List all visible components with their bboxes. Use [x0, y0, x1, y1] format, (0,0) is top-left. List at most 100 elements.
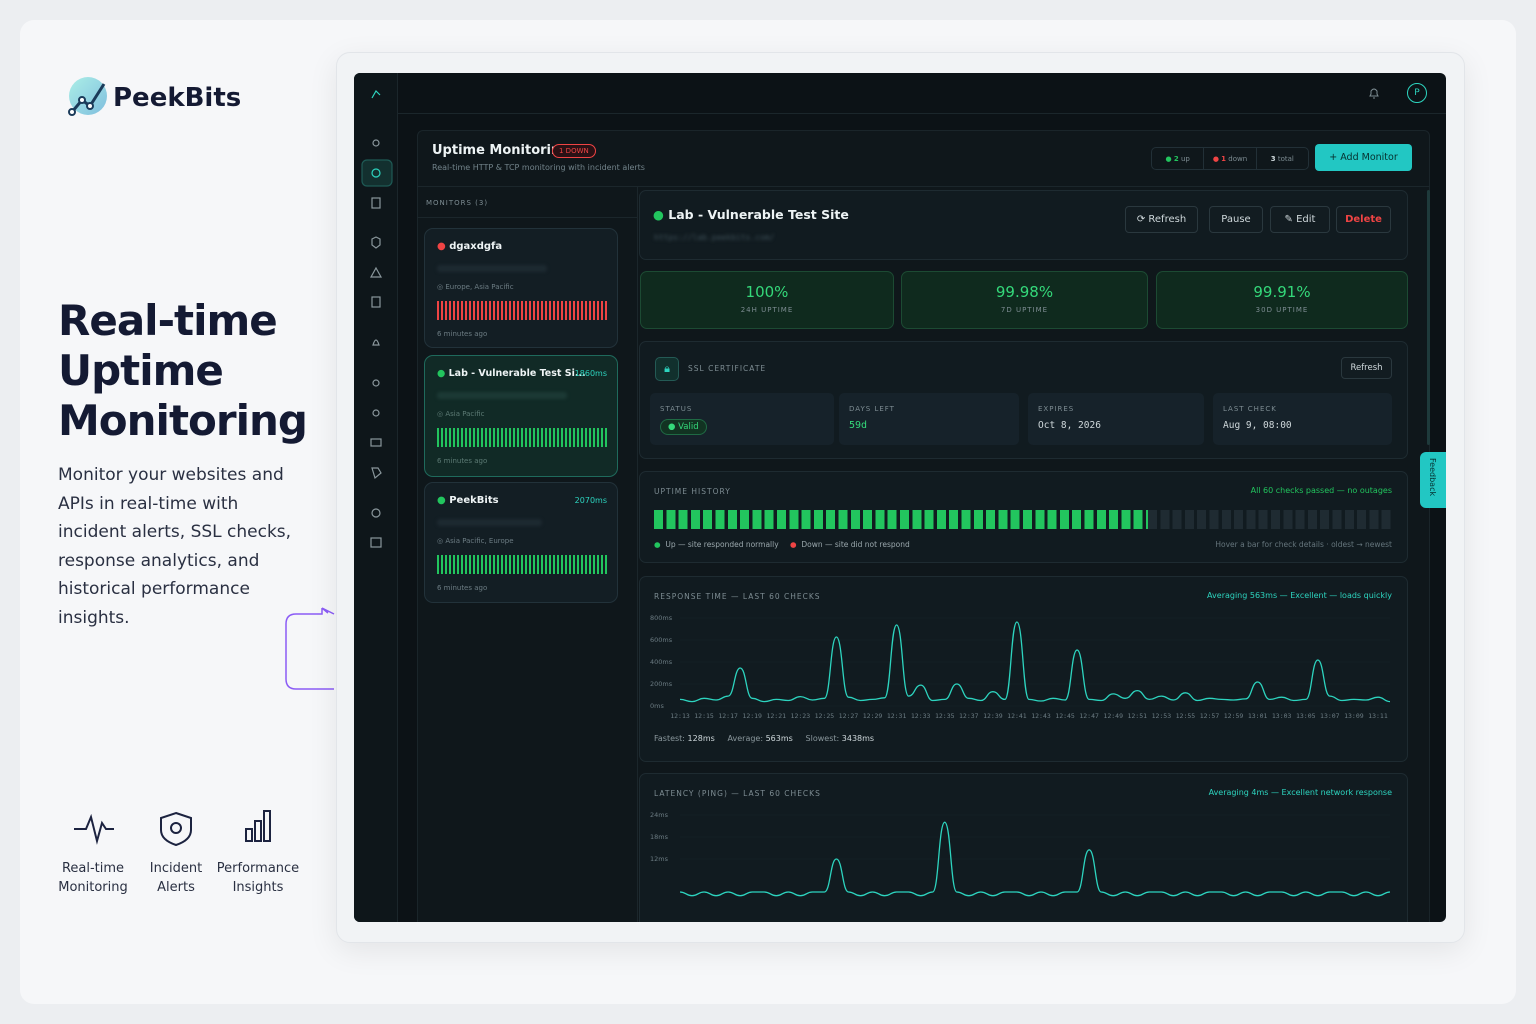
x-tick-label: 12:35 [935, 712, 955, 720]
button-label: Refresh [1148, 214, 1187, 225]
y-tick-label: 24ms [650, 811, 669, 819]
x-tick-label: 13:09 [1344, 712, 1364, 720]
stat-value: 563ms [765, 734, 793, 743]
monitor-card[interactable]: ● PeekBits 2070ms ◎ Asia Pacific, Europe… [424, 482, 618, 603]
history-bars-up [654, 510, 1148, 529]
y-tick-label: 12ms [650, 855, 669, 863]
bell-icon[interactable] [1366, 85, 1382, 101]
response-summary: Averaging 563ms — Excellent — loads quic… [1207, 591, 1392, 600]
y-tick-label: 200ms [650, 680, 673, 688]
feature-icons [74, 810, 271, 847]
button-label: Pause [1221, 214, 1251, 225]
uptime-value: 99.98% [995, 283, 1054, 301]
ssl-field: EXPIRES Oct 8, 2026 [1028, 393, 1204, 445]
button-label: Delete [1345, 214, 1382, 225]
x-tick-label: 12:57 [1200, 712, 1220, 720]
charts: 0ms 200ms 400ms 600ms 800ms 12:13 12:15 12:17 12… [650, 614, 1391, 897]
uptime-card: 99.98% 7D UPTIME [901, 271, 1148, 329]
page-title: Uptime Monitoring [432, 143, 570, 158]
uptime-value: 99.91% [1253, 283, 1311, 301]
monitor-name: dgaxdgfa [449, 241, 503, 252]
stat: ● 1 down [1204, 148, 1257, 169]
legend-down: ● Down — site did not respond [790, 540, 910, 549]
region-text: Asia Pacific [445, 410, 485, 418]
x-tick-label: 12:45 [1055, 712, 1075, 720]
sidebar-icons [361, 90, 393, 548]
x-tick-label: 12:13 [670, 712, 690, 720]
latency-title: LATENCY (PING) — LAST 60 CHECKS [654, 789, 821, 798]
stats-pills: ● 2 up ● 1 down 3 total [1151, 147, 1309, 170]
button-label: Add Monitor [1340, 152, 1398, 163]
response-stats: Fastest: 128ms Average: 563ms Slowest: 3… [654, 734, 874, 743]
connector-arrow [285, 607, 335, 690]
stat-label: up [1180, 154, 1190, 163]
refresh-button[interactable]: ⟳ Refresh [1125, 206, 1198, 233]
x-tick-label: 12:33 [911, 712, 931, 720]
monitor-card[interactable]: ● dgaxdgfa ◎ Europe, Asia Pacific 6 minu… [424, 228, 618, 348]
brand: PeekBits [113, 83, 242, 113]
x-tick-label: 12:43 [1031, 712, 1051, 720]
x-tick-label: 12:23 [791, 712, 811, 720]
y-tick-label: 0ms [650, 702, 664, 710]
monitors-label: MONITORS (3) [426, 199, 489, 207]
x-tick-label: 12:15 [694, 712, 714, 720]
monitor-card[interactable]: ● Lab - Vulnerable Test Si... 1860ms ◎ A… [424, 355, 618, 477]
x-tick-label: 12:59 [1224, 712, 1244, 720]
x-tick-label: 13:05 [1296, 712, 1316, 720]
status-stripe [437, 301, 607, 320]
x-tick-label: 12:21 [766, 712, 786, 720]
uptime-card: 99.91% 30D UPTIME [1156, 271, 1408, 329]
field-label: LAST CHECK [1223, 405, 1277, 413]
feature-label: Performance Insights [216, 861, 300, 895]
monitor-time: 6 minutes ago [437, 584, 488, 592]
logo-icon [68, 77, 107, 116]
feedback-tab[interactable]: Feedback [1420, 452, 1446, 508]
ssl-refresh-button[interactable]: Refresh [1341, 357, 1392, 379]
x-tick-label: 12:31 [887, 712, 907, 720]
header-divider [417, 186, 1430, 187]
line-series [679, 621, 1391, 703]
x-tick-label: 12:29 [863, 712, 883, 720]
delete-button[interactable]: Delete [1336, 206, 1391, 233]
edit-button[interactable]: ✎ Edit [1270, 206, 1330, 233]
field-label: STATUS [660, 405, 693, 413]
stat-value: 128ms [687, 734, 715, 743]
stat-value: 3438ms [841, 734, 875, 743]
status-text: Valid [678, 422, 699, 432]
avatar[interactable]: P [1407, 83, 1427, 103]
ssl-field: STATUS ● Valid [650, 393, 834, 445]
x-tick-label: 12:37 [959, 712, 979, 720]
blurred-url [437, 392, 567, 399]
uptime-card: 100% 24H UPTIME [640, 271, 894, 329]
add-monitor-button[interactable]: + Add Monitor [1315, 144, 1412, 171]
detail-url: https://lab.peekbits.com/ [654, 233, 775, 242]
stat-count: 2 [1173, 154, 1179, 163]
sidebar [354, 73, 398, 922]
stat-label: Fastest: [654, 734, 685, 743]
blurred-url [437, 519, 542, 526]
blurred-url [437, 265, 547, 272]
feature-label: Incident Alerts [149, 861, 203, 895]
field-label: DAYS LEFT [849, 405, 895, 413]
uptime-label: 30D UPTIME [1255, 306, 1309, 314]
list-divider [417, 217, 637, 218]
field-value: 59d [849, 420, 868, 431]
x-tick-label: 12:17 [718, 712, 738, 720]
stat: 3 total [1257, 148, 1308, 169]
ssl-field: DAYS LEFT 59d [839, 393, 1019, 445]
x-tick-label: 13:03 [1272, 712, 1292, 720]
stat: ● 2 up [1152, 148, 1205, 169]
response-title: RESPONSE TIME — LAST 60 CHECKS [654, 592, 821, 601]
pause-button[interactable]: Pause [1209, 206, 1263, 233]
stat-label: down [1228, 154, 1248, 163]
line-series [679, 821, 1391, 897]
monitor-region: ◎ Europe, Asia Pacific [437, 283, 514, 291]
x-tick-label: 12:49 [1103, 712, 1123, 720]
column-divider [637, 186, 638, 922]
history-summary: All 60 checks passed — no outages [1250, 486, 1392, 495]
x-tick-label: 13:01 [1248, 712, 1268, 720]
legend-up: ● Up — site responded normally [654, 540, 779, 549]
field-label: EXPIRES [1038, 405, 1075, 413]
monitor-response: 1860ms [574, 369, 607, 378]
ssl-field: LAST CHECK Aug 9, 08:00 [1213, 393, 1392, 445]
